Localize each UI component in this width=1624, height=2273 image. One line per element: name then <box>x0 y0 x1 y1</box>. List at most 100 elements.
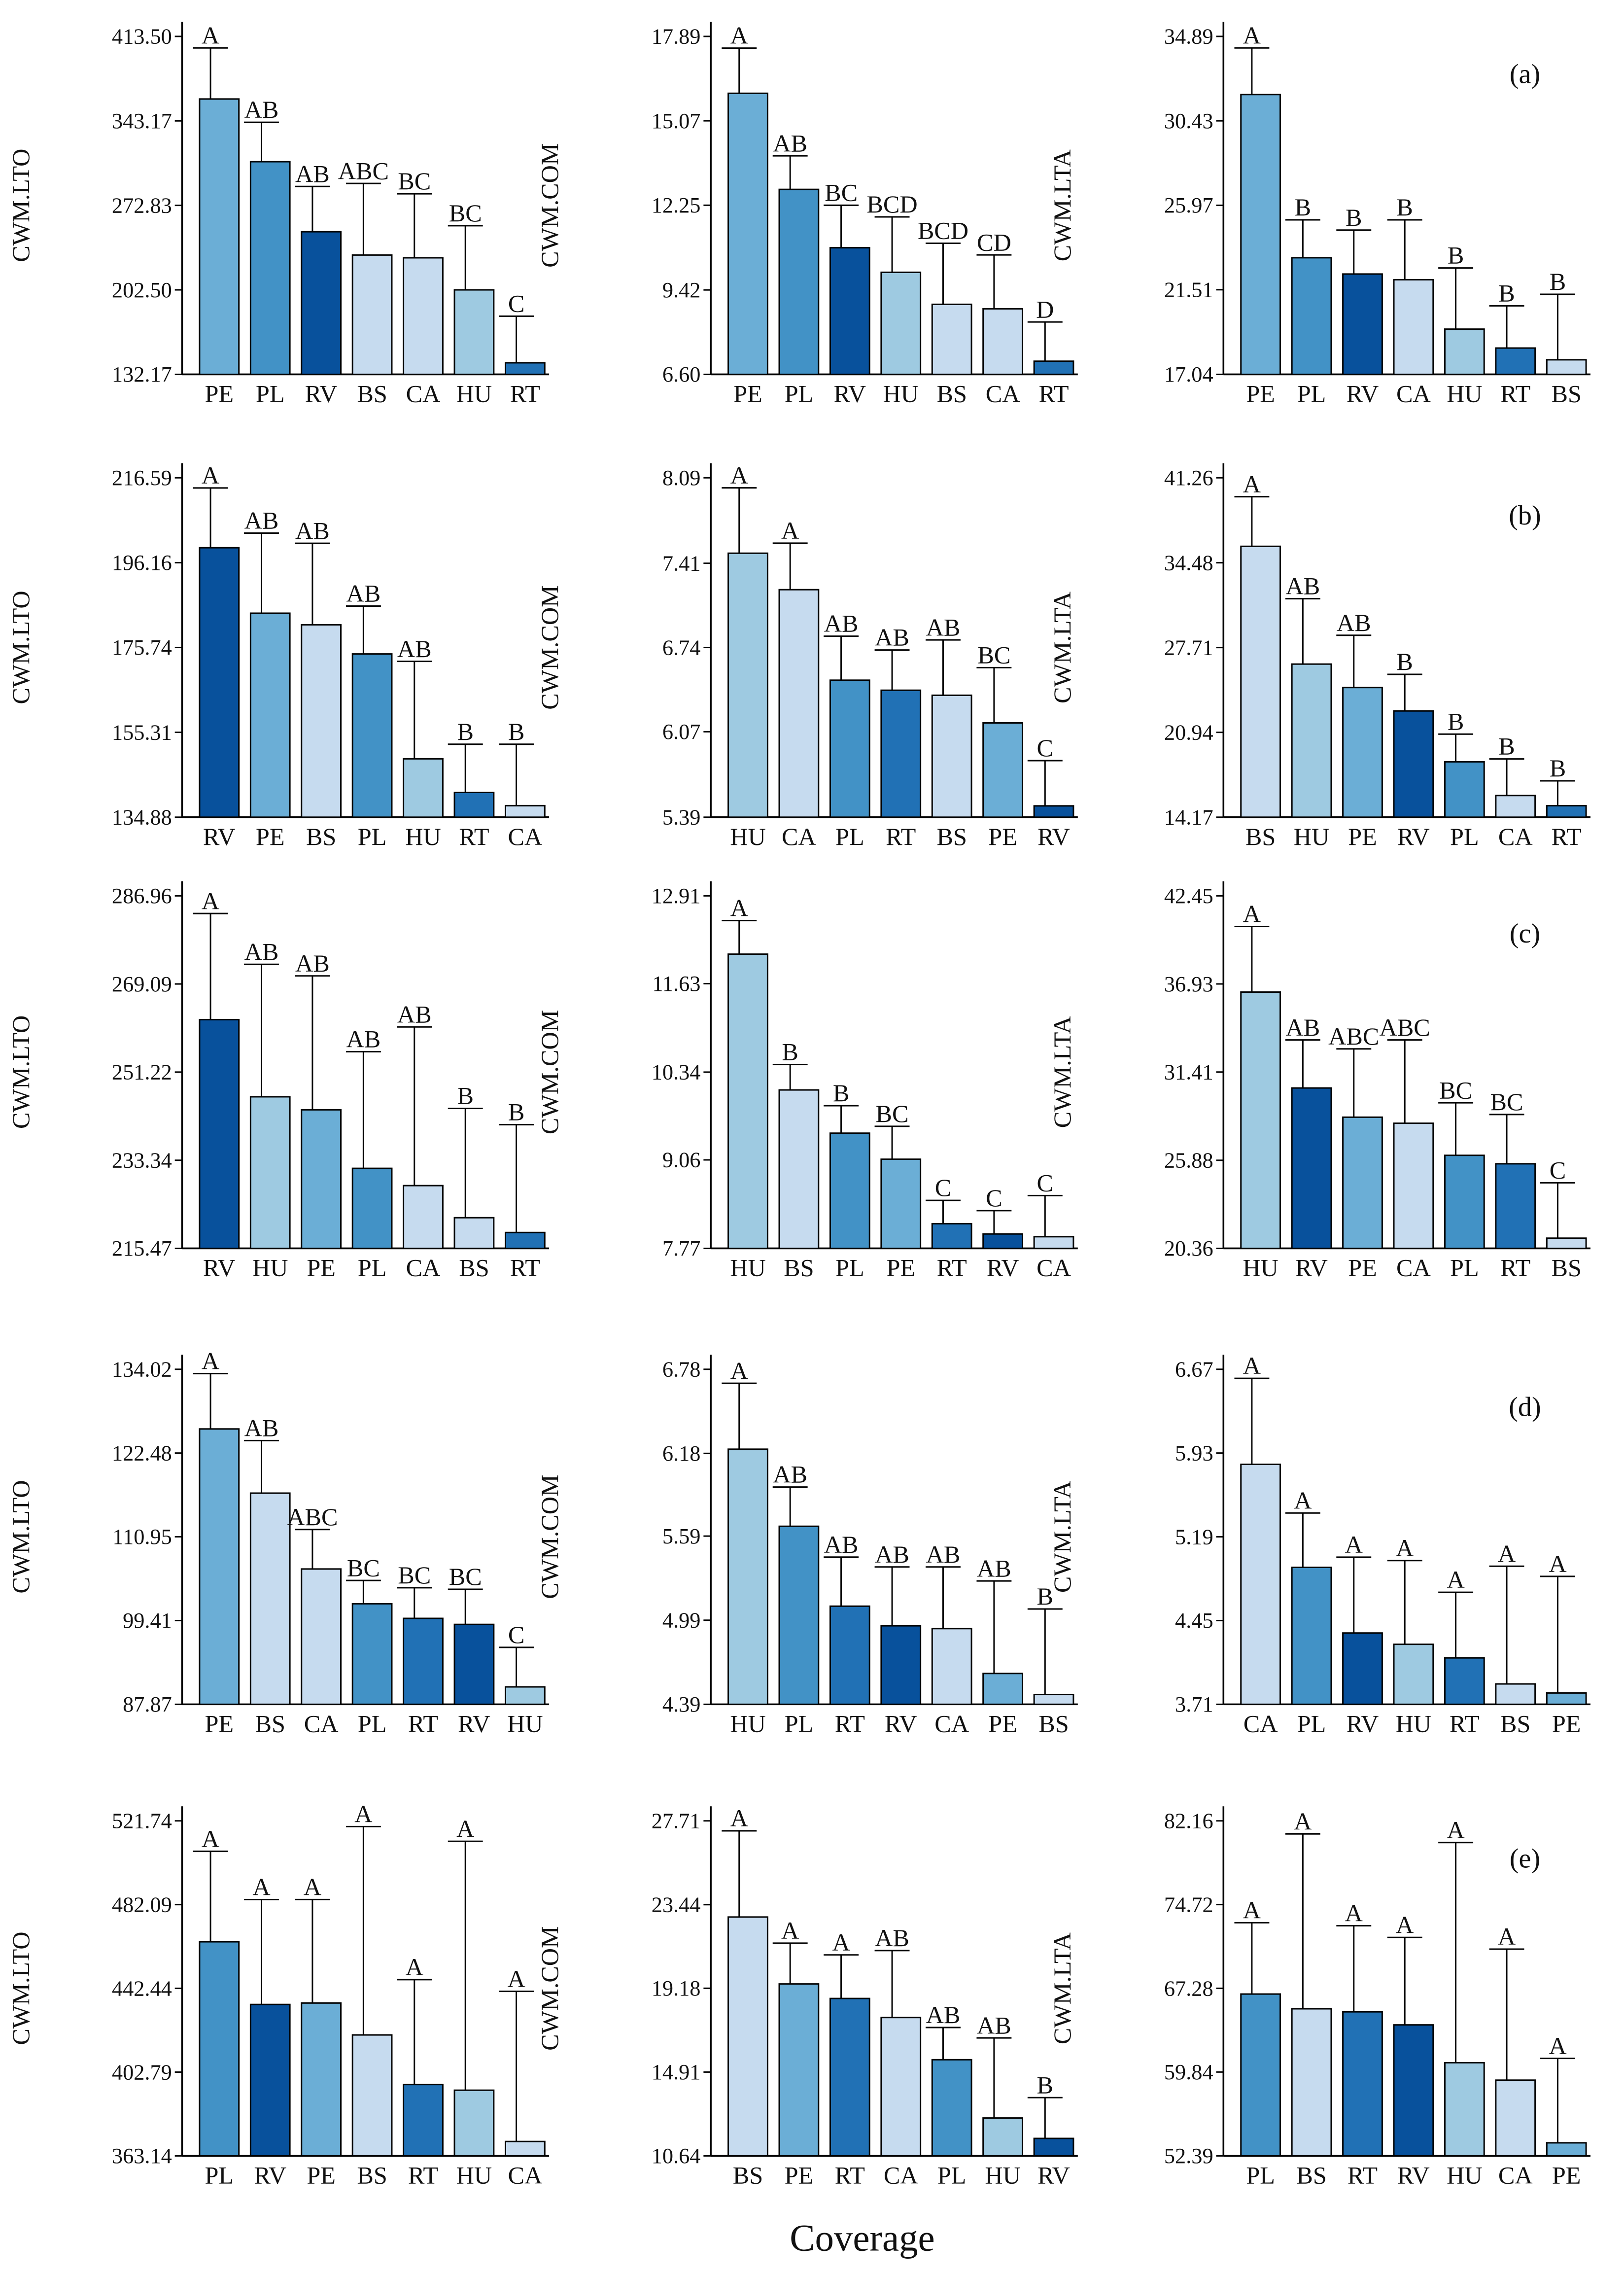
bar <box>249 612 291 818</box>
significance-letter: A <box>1294 1807 1312 1835</box>
significance-letter: B <box>782 1038 798 1066</box>
bar <box>1495 795 1536 818</box>
x-tick-label: BS <box>1296 2162 1326 2189</box>
y-tick-label: 20.36 <box>1164 1236 1213 1260</box>
bar <box>453 2089 495 2157</box>
y-tick-label: 202.50 <box>112 278 172 302</box>
bar <box>1342 1116 1383 1249</box>
y-axis-label: CWM.COM <box>536 1010 563 1135</box>
y-tick-label: 34.89 <box>1164 25 1213 49</box>
bar <box>1033 1693 1074 1705</box>
significance-letter: A <box>1243 900 1261 928</box>
significance-letter: A <box>1498 1923 1516 1950</box>
y-tick-label: 269.09 <box>112 972 172 996</box>
x-tick-label: BS <box>357 2162 387 2189</box>
y-tick-label: 9.06 <box>662 1148 701 1172</box>
bar <box>1033 805 1074 818</box>
y-tick-label: 6.74 <box>662 635 701 660</box>
significance-letter: AB <box>875 1924 909 1952</box>
bar <box>1240 1993 1281 2157</box>
significance-letter: ABC <box>1328 1022 1379 1050</box>
significance-letter: CD <box>977 228 1011 256</box>
y-tick-label: 34.48 <box>1164 551 1213 575</box>
x-tick-label: CA <box>782 823 816 850</box>
bar <box>1444 761 1485 818</box>
significance-letter: AB <box>244 96 279 123</box>
significance-letter: A <box>1243 21 1261 49</box>
x-tick-label: PE <box>988 1710 1017 1738</box>
y-tick-label: 21.51 <box>1164 278 1213 302</box>
significance-letter: BC <box>449 199 482 227</box>
y-tick-label: 343.17 <box>112 109 172 133</box>
y-tick-label: 175.74 <box>112 635 172 660</box>
significance-letter: BC <box>876 1100 909 1127</box>
y-axis-label: CWM.LTA <box>1048 1932 1076 2044</box>
bar <box>1033 360 1074 375</box>
y-tick-label: 402.79 <box>112 2060 172 2084</box>
bar <box>982 1673 1023 1705</box>
y-tick-label: 17.04 <box>1164 362 1213 386</box>
x-tick-label: RT <box>510 380 540 408</box>
significance-letter: B <box>1037 1582 1054 1610</box>
bar <box>1444 2062 1485 2157</box>
significance-letter: B <box>1295 193 1312 221</box>
y-tick-label: 36.93 <box>1164 972 1213 996</box>
y-tick-label: 52.39 <box>1164 2144 1213 2168</box>
significance-letter: A <box>202 1347 219 1375</box>
x-tick-label: HU <box>252 1254 288 1282</box>
significance-letter: BC <box>1439 1076 1472 1104</box>
x-tick-label: HU <box>730 823 766 850</box>
x-tick-label: BS <box>1551 380 1581 408</box>
x-tick-label: CA <box>884 2162 918 2189</box>
y-tick-label: 216.59 <box>112 466 172 490</box>
y-tick-label: 6.60 <box>662 362 701 386</box>
bar <box>1495 2079 1536 2157</box>
bar <box>403 257 444 375</box>
bar <box>403 1185 444 1249</box>
significance-letter: C <box>986 1184 1002 1212</box>
x-tick-label: RV <box>1397 2162 1430 2189</box>
y-tick-label: 7.77 <box>662 1236 701 1260</box>
y-tick-label: 10.64 <box>652 2144 701 2168</box>
x-tick-label: PE <box>1246 380 1275 408</box>
bar <box>504 804 546 818</box>
y-tick-label: 442.44 <box>112 1976 172 2000</box>
y-tick-label: 6.78 <box>662 1357 701 1381</box>
y-tick-label: 59.84 <box>1164 2060 1213 2084</box>
bar <box>504 2140 546 2157</box>
significance-letter: B <box>457 1082 474 1110</box>
y-axis-label: CWM.LTO <box>7 1931 35 2045</box>
bar <box>1495 1163 1536 1249</box>
significance-letter: A <box>1294 1486 1312 1514</box>
significance-letter: A <box>1243 470 1261 498</box>
x-tick-label: BS <box>357 380 387 408</box>
significance-letter: A <box>202 461 219 489</box>
y-tick-label: 10.34 <box>652 1060 701 1084</box>
significance-letter: AB <box>1337 609 1371 636</box>
panel-label: (a) <box>1510 59 1540 89</box>
bar <box>829 247 870 375</box>
y-tick-label: 363.14 <box>112 2144 172 2168</box>
x-tick-label: HU <box>405 823 441 850</box>
bar <box>829 1605 870 1705</box>
y-tick-label: 4.99 <box>662 1609 701 1633</box>
y-tick-label: 30.43 <box>1164 109 1213 133</box>
bar <box>778 1089 820 1249</box>
significance-letter: AB <box>244 938 279 965</box>
y-tick-label: 25.88 <box>1164 1149 1213 1173</box>
significance-letter: A <box>406 1953 423 1981</box>
significance-letter: A <box>781 517 799 544</box>
significance-letter: A <box>1447 1566 1464 1593</box>
x-tick-label: CA <box>1498 823 1533 850</box>
bar <box>778 1525 820 1705</box>
y-tick-label: 110.95 <box>113 1525 172 1549</box>
significance-letter: AB <box>244 1414 279 1441</box>
bar <box>351 1167 393 1249</box>
significance-letter: AB <box>977 1554 1011 1582</box>
y-tick-label: 155.31 <box>112 720 172 744</box>
x-tick-label: HU <box>730 1710 766 1738</box>
significance-letter: C <box>1550 1156 1566 1184</box>
bar <box>1342 2011 1383 2157</box>
significance-letter: C <box>935 1174 952 1201</box>
significance-letter: A <box>1345 1899 1363 1927</box>
